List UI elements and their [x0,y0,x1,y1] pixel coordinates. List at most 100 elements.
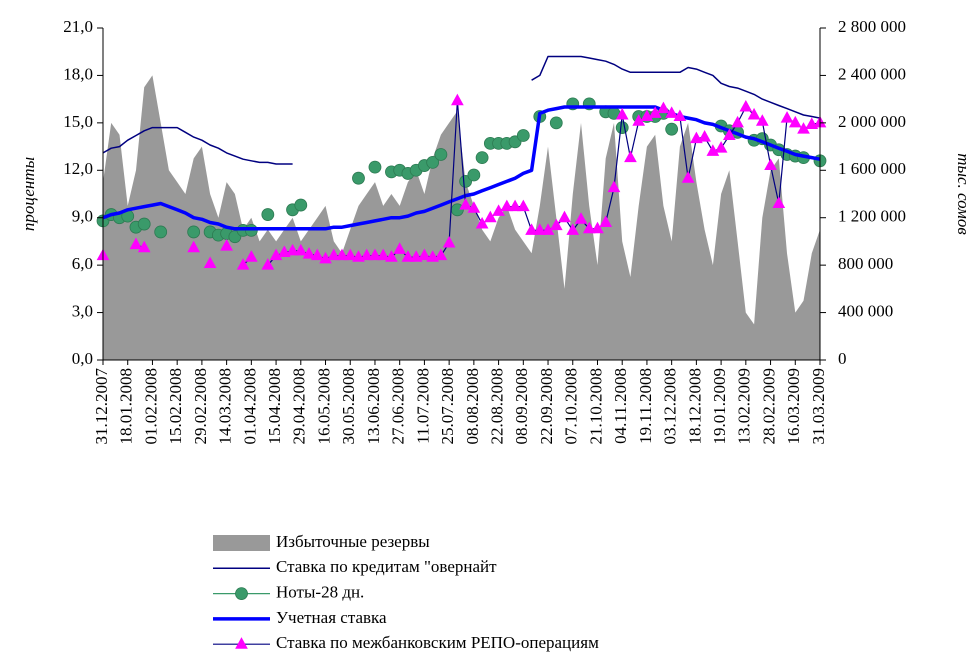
triangle-marker [269,248,283,261]
triangle-marker [698,130,711,142]
x-tick-label: 08.09.2008 [512,368,531,445]
x-tick-label: 29.04.2008 [290,368,309,445]
x-tick-label: 08.08.2008 [463,368,482,445]
triangle-marker [525,223,538,235]
triangle-marker [335,248,349,261]
triangle-marker [714,141,728,153]
triangle-marker [731,115,744,128]
circle-marker [368,160,382,174]
legend-item: Ставка по кредитам "овернайт [213,557,497,576]
triangle-marker [533,223,547,235]
triangle-marker [376,248,390,261]
circle-marker [467,168,481,182]
triangle-marker [385,250,398,262]
triangle-marker [236,258,250,270]
y2-tick-label: 1 600 000 [838,159,906,178]
legend-item: Ноты-28 дн. [213,583,364,602]
x-tick-label: 21.10.2008 [586,368,605,445]
triangle-marker [500,199,514,212]
triangle-marker [467,201,481,213]
triangle-marker [235,637,248,649]
y-tick-label: 18,0 [63,64,93,83]
triangle-marker [673,109,687,122]
circle-marker [426,155,440,169]
triangle-marker [434,248,448,261]
triangle-marker [788,115,802,128]
x-tick-label: 19.11.2008 [636,368,655,444]
circle-marker [615,121,629,134]
x-tick-label: 16.03.2009 [784,368,803,445]
triangle-marker [739,100,753,112]
triangle-marker [451,93,464,106]
x-tick-label: 13.02.2009 [735,368,754,445]
circle-marker [549,116,563,130]
triangle-marker [574,212,588,224]
triangle-marker [393,242,407,254]
circle-marker [154,225,168,239]
triangle-marker [566,223,580,235]
y2-tick-label: 800 000 [838,254,893,273]
y-axis-title: проценты [19,157,38,231]
x-tick-label: 11.07.2008 [413,368,432,444]
x-tick-label: 01.02.2008 [141,368,160,445]
triangle-marker [137,240,151,253]
y-tick-label: 12,0 [63,159,93,178]
triangle-marker [483,210,497,223]
x-tick-label: 29.02.2008 [191,368,210,445]
x-tick-label: 28.02.2009 [759,368,778,445]
triangle-marker [772,196,786,208]
y2-tick-label: 0 [838,349,847,368]
triangle-marker [319,251,332,264]
triangle-marker [129,237,143,250]
x-tick-label: 04.11.2008 [611,368,630,444]
line [102,126,293,165]
x-tick-label: 22.08.2008 [487,368,506,445]
x-tick-label: 13.06.2008 [364,368,383,445]
circle-marker [187,225,201,239]
x-tick-label: 25.07.2008 [438,368,457,445]
circle-marker [665,122,679,136]
circle-marker [434,148,448,161]
triangle-marker [549,218,563,231]
triangle-marker [327,248,341,261]
legend-label: Учетная ставка [276,608,387,627]
triangle-marker [508,199,522,212]
legend-label: Ставка по межбанковским РЕПО-операциям [276,633,599,652]
x-tick-label: 31.03.2009 [809,368,828,445]
y2-tick-label: 2 400 000 [838,64,906,83]
y-tick-label: 21,0 [63,17,93,36]
axes-layer: 0,0 3,0 6,0 9,0 12,0 15,0 18,0 21,0 0 400 000 800 … [63,17,906,445]
triangle-marker [599,215,613,227]
x-tick-label: 15.02.2008 [166,368,185,445]
x-tick-label: 19.01.2009 [710,368,729,445]
triangle-marker [261,258,275,270]
triangle-marker [607,180,621,193]
x-tick-label: 18.12.2008 [685,368,704,445]
triangle-marker [459,198,472,210]
x-tick-label: 27.06.2008 [389,368,408,445]
circle-marker [294,198,308,212]
triangle-marker [294,243,308,256]
circle-marker [137,217,151,231]
x-tick-label: 07.10.2008 [562,368,581,445]
x-tick-label: 16.05.2008 [314,368,333,445]
triangle-marker [418,248,431,261]
x-tick-label: 03.12.2008 [661,368,680,445]
x-tick-label: 14.03.2008 [216,368,235,445]
triangle-marker [640,109,654,122]
triangle-marker [591,221,604,234]
y2-tick-label: 2 800 000 [838,17,906,36]
triangle-marker [187,240,201,253]
triangle-marker [558,210,571,223]
triangle-marker [722,128,736,141]
triangle-marker [665,106,679,118]
y2-tick-label: 2 000 000 [838,112,906,131]
triangle-marker [582,221,596,234]
triangle-marker [203,256,217,269]
y-tick-label: 15,0 [63,112,93,131]
area [103,75,820,361]
triangle-marker [624,150,637,163]
triangle-marker [343,248,357,261]
y2-axis-title: тыс. сомов [954,153,973,235]
